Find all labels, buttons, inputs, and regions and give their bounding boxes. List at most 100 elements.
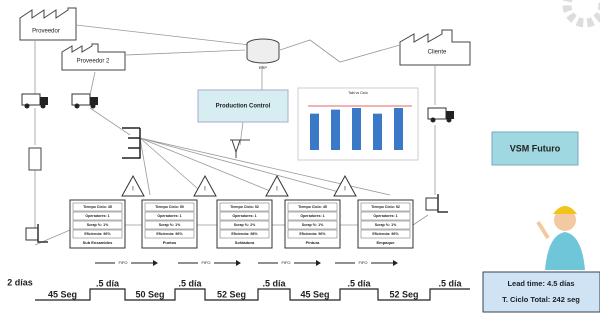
vsm-futuro-box bbox=[491, 131, 579, 166]
label: Soldadura bbox=[235, 240, 255, 245]
mini-chart-bar bbox=[352, 108, 361, 150]
label: FIFO bbox=[118, 260, 127, 265]
label: Scrap %: 2% bbox=[234, 223, 256, 227]
label: FIFO bbox=[201, 260, 210, 265]
label: 2 días bbox=[7, 277, 33, 287]
label: Scrap %: 1% bbox=[302, 223, 324, 227]
fifo-arrow bbox=[153, 260, 158, 266]
truck-icon bbox=[40, 103, 46, 109]
truck-icon bbox=[430, 117, 436, 123]
inventory-triangle bbox=[121, 174, 145, 197]
label: Eficiencia: 96% bbox=[84, 232, 111, 236]
process-field bbox=[287, 220, 338, 230]
label: Pintura bbox=[306, 240, 321, 245]
summary-box bbox=[482, 271, 600, 313]
label: 52 Seg bbox=[217, 289, 246, 299]
label: Takt vs Ciclo bbox=[348, 91, 368, 95]
process-field bbox=[219, 202, 270, 212]
process-field bbox=[72, 202, 123, 212]
process-field bbox=[287, 202, 338, 212]
label: I bbox=[132, 187, 134, 193]
truck-icon bbox=[40, 97, 48, 105]
inventory-triangle bbox=[333, 174, 357, 197]
label: I bbox=[204, 187, 206, 193]
forklift-icon bbox=[425, 197, 439, 211]
truck-icon bbox=[21, 93, 41, 106]
label: Operadores: 1 bbox=[157, 214, 181, 218]
forklift-icon bbox=[37, 224, 48, 243]
production-control-box bbox=[197, 89, 289, 123]
fifo-label-bg bbox=[198, 259, 214, 267]
factory-icon bbox=[399, 29, 471, 66]
label: Eficiencia: 98% bbox=[231, 232, 258, 236]
label: Lead time: 4.5 días bbox=[507, 279, 574, 288]
label: Sub Ensambles bbox=[83, 240, 114, 245]
timeline-line bbox=[35, 288, 470, 301]
label: FIFO bbox=[358, 260, 367, 265]
process-field bbox=[219, 220, 270, 230]
mini-chart-bar bbox=[373, 113, 382, 150]
truck-icon bbox=[427, 107, 447, 120]
factory-icon bbox=[19, 7, 77, 41]
process-field bbox=[72, 220, 123, 230]
label: Scrap %: 1% bbox=[375, 223, 397, 227]
process-field bbox=[144, 220, 195, 230]
label: Tiempo Ciclo: 52 bbox=[230, 205, 259, 209]
fifo-arrow bbox=[236, 260, 241, 266]
truck-icon bbox=[446, 111, 454, 119]
factory-icon bbox=[61, 43, 126, 71]
label: ERP bbox=[259, 65, 268, 70]
label: .5 día bbox=[347, 278, 371, 288]
fifo-arrow bbox=[393, 260, 398, 266]
label: 52 Seg bbox=[389, 289, 418, 299]
process-field bbox=[287, 211, 338, 221]
info-flow bbox=[34, 24, 436, 246]
label: Tiempo Ciclo: 45 bbox=[298, 205, 327, 209]
label: Eficiencia: 96% bbox=[299, 232, 326, 236]
label: .5 día bbox=[438, 278, 462, 288]
truck-icon bbox=[446, 117, 452, 123]
label: T. Ciclo Total: 242 seg bbox=[502, 295, 580, 304]
process-field bbox=[219, 211, 270, 221]
label: .5 día bbox=[96, 278, 120, 288]
label: FIFO bbox=[281, 260, 290, 265]
label: .5 día bbox=[178, 278, 202, 288]
process-field bbox=[72, 229, 123, 239]
label: Operadores: 1 bbox=[373, 214, 397, 218]
label: Production Control bbox=[216, 104, 271, 110]
fifo-label-bg bbox=[355, 259, 371, 267]
process-field bbox=[219, 229, 270, 239]
process-field bbox=[144, 211, 195, 221]
label: Eficiencia: 96% bbox=[156, 232, 183, 236]
truck-icon bbox=[90, 103, 96, 109]
label: Puntos bbox=[163, 240, 177, 245]
label: Operadores: 1 bbox=[85, 214, 109, 218]
process-field bbox=[360, 229, 411, 239]
operator-icon bbox=[230, 139, 250, 158]
label: I bbox=[344, 187, 346, 193]
fifo-label-bg bbox=[278, 259, 294, 267]
label: Tiempo Ciclo: 50 bbox=[155, 205, 184, 209]
inventory-triangle bbox=[265, 174, 289, 197]
mini-chart-bar bbox=[394, 108, 403, 150]
label: I bbox=[276, 187, 278, 193]
gear-icon bbox=[562, 0, 600, 28]
process-field bbox=[144, 229, 195, 239]
process-field bbox=[360, 211, 411, 221]
forklift-icon bbox=[437, 194, 448, 213]
fifo-arrow bbox=[316, 260, 321, 266]
process-field bbox=[72, 211, 123, 221]
label: Operadores: 1 bbox=[232, 214, 256, 218]
truck-icon bbox=[74, 103, 80, 109]
label: VSM Futuro bbox=[510, 143, 561, 153]
database-icon bbox=[246, 44, 280, 64]
mini-chart-bar bbox=[331, 109, 340, 150]
worker-figure bbox=[536, 206, 585, 270]
supermarket-icon bbox=[122, 127, 141, 159]
process-field bbox=[360, 202, 411, 212]
forklift-icon bbox=[25, 227, 39, 241]
mini-chart-bar bbox=[310, 113, 319, 150]
truck-icon bbox=[90, 97, 98, 105]
label: Eficiencia: 96% bbox=[372, 232, 399, 236]
truck-icon bbox=[71, 93, 91, 106]
